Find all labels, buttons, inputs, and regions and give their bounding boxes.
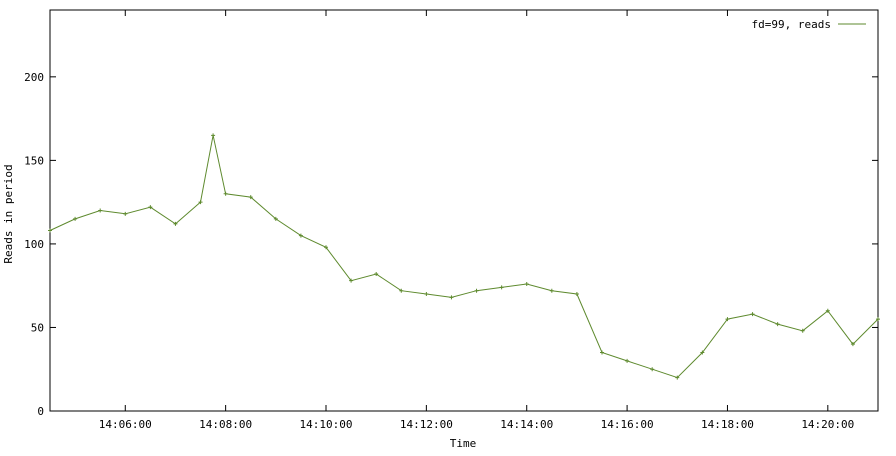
- data-point: [73, 216, 78, 221]
- data-point: [273, 216, 278, 221]
- data-point: [248, 195, 253, 200]
- data-point: [173, 221, 178, 226]
- y-tick-label: 100: [24, 238, 44, 251]
- data-point: [825, 308, 830, 313]
- data-point: [123, 211, 128, 216]
- data-point: [449, 295, 454, 300]
- x-tick-label: 14:10:00: [300, 418, 353, 431]
- data-point: [625, 358, 630, 363]
- y-tick-label: 50: [31, 321, 44, 334]
- data-point: [750, 312, 755, 317]
- x-axis-label: Time: [450, 437, 477, 450]
- data-point: [98, 208, 103, 213]
- data-point: [876, 317, 880, 322]
- data-point: [850, 342, 855, 347]
- data-point: [211, 133, 216, 138]
- y-axis-label: Reads in period: [2, 164, 15, 263]
- data-point: [650, 367, 655, 372]
- x-tick-label: 14:06:00: [99, 418, 152, 431]
- plot-frame: [49, 9, 879, 412]
- x-tick-label: 14:12:00: [400, 418, 453, 431]
- data-point: [374, 271, 379, 276]
- data-point: [48, 228, 52, 233]
- data-point: [399, 288, 404, 293]
- data-point: [524, 282, 529, 287]
- x-tick-label: 14:08:00: [199, 418, 252, 431]
- data-point: [474, 288, 479, 293]
- data-point: [223, 191, 228, 196]
- legend-label: fd=99, reads: [752, 18, 831, 31]
- data-point: [700, 350, 705, 355]
- x-tick-label: 14:20:00: [801, 418, 854, 431]
- data-point: [775, 322, 780, 327]
- series-line: [49, 135, 879, 379]
- data-point: [349, 278, 354, 283]
- x-tick-label: 14:16:00: [601, 418, 654, 431]
- data-point: [324, 245, 328, 250]
- y-tick-label: 0: [37, 405, 44, 418]
- data-point: [424, 292, 429, 297]
- y-tick-label: 200: [24, 71, 44, 84]
- data-point: [148, 205, 153, 210]
- data-point: [574, 292, 579, 297]
- y-axis-ticks: 0 50 100 150 200: [24, 71, 878, 418]
- data-point: [675, 375, 680, 380]
- data-point: [725, 317, 730, 322]
- y-tick-label: 150: [24, 154, 44, 167]
- data-point: [198, 200, 203, 205]
- x-tick-label: 14:14:00: [500, 418, 553, 431]
- series-points: [48, 133, 880, 380]
- data-point: [298, 233, 303, 238]
- data-point: [600, 350, 604, 355]
- legend: fd=99, reads: [752, 18, 866, 31]
- x-tick-label: 14:18:00: [701, 418, 754, 431]
- data-point: [499, 285, 504, 290]
- data-point: [549, 288, 554, 293]
- x-axis-ticks: 14:06:00 14:08:00 14:10:00 14:12:00 14:14:00…: [99, 10, 854, 431]
- data-point: [800, 328, 805, 333]
